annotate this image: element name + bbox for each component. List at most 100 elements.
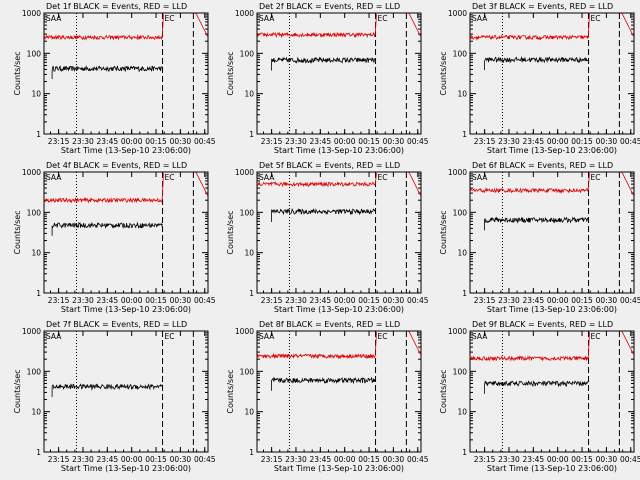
x-tick-label: 00:15 — [145, 137, 167, 146]
events-series — [271, 207, 376, 222]
panel-det-8: Det 8f BLACK = Events, RED = LLD 1 10 100 10… — [226, 320, 429, 473]
x-tick-label: 00:15 — [358, 455, 380, 464]
x-tick-label: 00:00 — [334, 296, 356, 305]
panel-det-5: Det 5f BLACK = Events, RED = LLD 1 10 100 10… — [226, 161, 429, 314]
y-axis-label: Counts/sec — [226, 369, 235, 413]
y-axis-label: Counts/sec — [439, 210, 448, 254]
x-tick-label: 00:45 — [407, 137, 429, 146]
x-tick-label: 00:00 — [121, 296, 143, 305]
y-tick-label: 10 — [457, 90, 467, 99]
x-tick-label: 23:30 — [498, 455, 520, 464]
plot-frame — [469, 171, 635, 294]
lld-tail-series — [408, 171, 421, 196]
x-tick-label: 00:30 — [383, 296, 405, 305]
saa-marker: SAA — [46, 14, 62, 23]
x-tick-label: 23:15 — [261, 455, 283, 464]
y-axis-label: Counts/sec — [13, 51, 22, 95]
y-tick-label: 1000 — [235, 327, 254, 336]
x-tick-label: 00:30 — [170, 296, 192, 305]
x-tick-label: 23:45 — [523, 296, 545, 305]
x-tick-label: 23:45 — [310, 137, 332, 146]
x-tick-label: 00:15 — [571, 296, 593, 305]
x-axis-label: Start Time (13-Sep-10 23:06:00) — [487, 305, 617, 314]
ec-marker: EC — [591, 173, 601, 182]
ec-marker: EC — [591, 332, 601, 341]
y-tick-label: 10 — [457, 408, 467, 417]
saa-marker: SAA — [472, 173, 488, 182]
x-tick-label: 23:15 — [48, 296, 70, 305]
lld-tail-series — [621, 330, 634, 355]
x-tick-label: 23:30 — [72, 296, 94, 305]
x-tick-label: 00:00 — [121, 455, 143, 464]
events-series — [484, 380, 589, 394]
x-tick-label: 23:15 — [261, 137, 283, 146]
y-tick-label: 10 — [244, 249, 254, 258]
x-tick-label: 23:15 — [474, 296, 496, 305]
panel-det-1: Det 1f BLACK = Events, RED = LLD 1 10 100 10… — [13, 2, 216, 155]
y-tick-label: 1000 — [448, 9, 467, 18]
x-tick-label: 00:15 — [358, 137, 380, 146]
ec-marker: EC — [165, 14, 175, 23]
x-tick-label: 00:30 — [596, 137, 618, 146]
x-tick-label: 00:30 — [596, 296, 618, 305]
ec-marker: EC — [378, 332, 388, 341]
x-tick-label: 00:15 — [145, 296, 167, 305]
x-tick-label: 23:30 — [72, 137, 94, 146]
saa-marker: SAA — [472, 332, 488, 341]
x-tick-label: 00:30 — [383, 455, 405, 464]
lld-series — [469, 172, 590, 194]
y-tick-label: 1000 — [448, 327, 467, 336]
x-tick-label: 23:30 — [498, 137, 520, 146]
panel-title: Det 6f BLACK = Events, RED = LLD — [472, 161, 613, 170]
x-tick-label: 23:45 — [97, 137, 119, 146]
saa-marker: SAA — [46, 332, 62, 341]
x-axis-label: Start Time (13-Sep-10 23:06:00) — [61, 464, 191, 473]
x-tick-label: 00:30 — [383, 137, 405, 146]
panel-det-9: Det 9f BLACK = Events, RED = LLD 1 10 100 10… — [439, 320, 640, 473]
y-tick-label: 1000 — [22, 327, 41, 336]
y-tick-label: 100 — [240, 49, 255, 58]
y-tick-label: 10 — [31, 408, 41, 417]
x-tick-label: 23:45 — [97, 296, 119, 305]
events-series — [51, 383, 163, 397]
y-tick-label: 100 — [27, 208, 42, 217]
x-tick-label: 00:45 — [194, 296, 216, 305]
x-tick-label: 00:00 — [547, 455, 569, 464]
y-tick-label: 1 — [249, 448, 254, 457]
panel-title: Det 3f BLACK = Events, RED = LLD — [472, 2, 613, 11]
plot-frame — [43, 330, 209, 453]
x-axis-label: Start Time (13-Sep-10 23:06:00) — [274, 146, 404, 155]
plot-frame — [43, 171, 209, 294]
y-tick-label: 100 — [240, 367, 255, 376]
y-tick-label: 100 — [27, 49, 42, 58]
y-axis-label: Counts/sec — [13, 369, 22, 413]
panel-det-7: Det 7f BLACK = Events, RED = LLD 1 10 100 10… — [13, 320, 216, 473]
ec-marker: EC — [165, 173, 175, 182]
x-axis-label: Start Time (13-Sep-10 23:06:00) — [487, 464, 617, 473]
x-tick-label: 00:00 — [121, 137, 143, 146]
lld-tail-series — [621, 12, 634, 37]
x-tick-label: 00:15 — [145, 455, 167, 464]
x-axis-label: Start Time (13-Sep-10 23:06:00) — [61, 146, 191, 155]
x-tick-label: 00:00 — [334, 455, 356, 464]
lld-tail-series — [621, 171, 634, 196]
saa-marker: SAA — [259, 332, 275, 341]
y-axis-label: Counts/sec — [439, 51, 448, 95]
saa-marker: SAA — [46, 173, 62, 182]
y-tick-label: 10 — [244, 90, 254, 99]
ec-marker: EC — [591, 14, 601, 23]
x-tick-label: 00:15 — [358, 296, 380, 305]
panel-title: Det 2f BLACK = Events, RED = LLD — [259, 2, 400, 11]
x-tick-label: 23:45 — [310, 455, 332, 464]
plot-frame — [256, 12, 422, 135]
y-tick-label: 100 — [453, 49, 468, 58]
lld-tail-series — [195, 12, 208, 37]
x-axis-label: Start Time (13-Sep-10 23:06:00) — [487, 146, 617, 155]
x-tick-label: 23:30 — [498, 296, 520, 305]
lld-series — [256, 172, 377, 188]
x-tick-label: 23:45 — [97, 455, 119, 464]
y-tick-label: 1 — [462, 289, 467, 298]
lld-tail-series — [408, 12, 421, 37]
x-tick-label: 23:45 — [523, 137, 545, 146]
